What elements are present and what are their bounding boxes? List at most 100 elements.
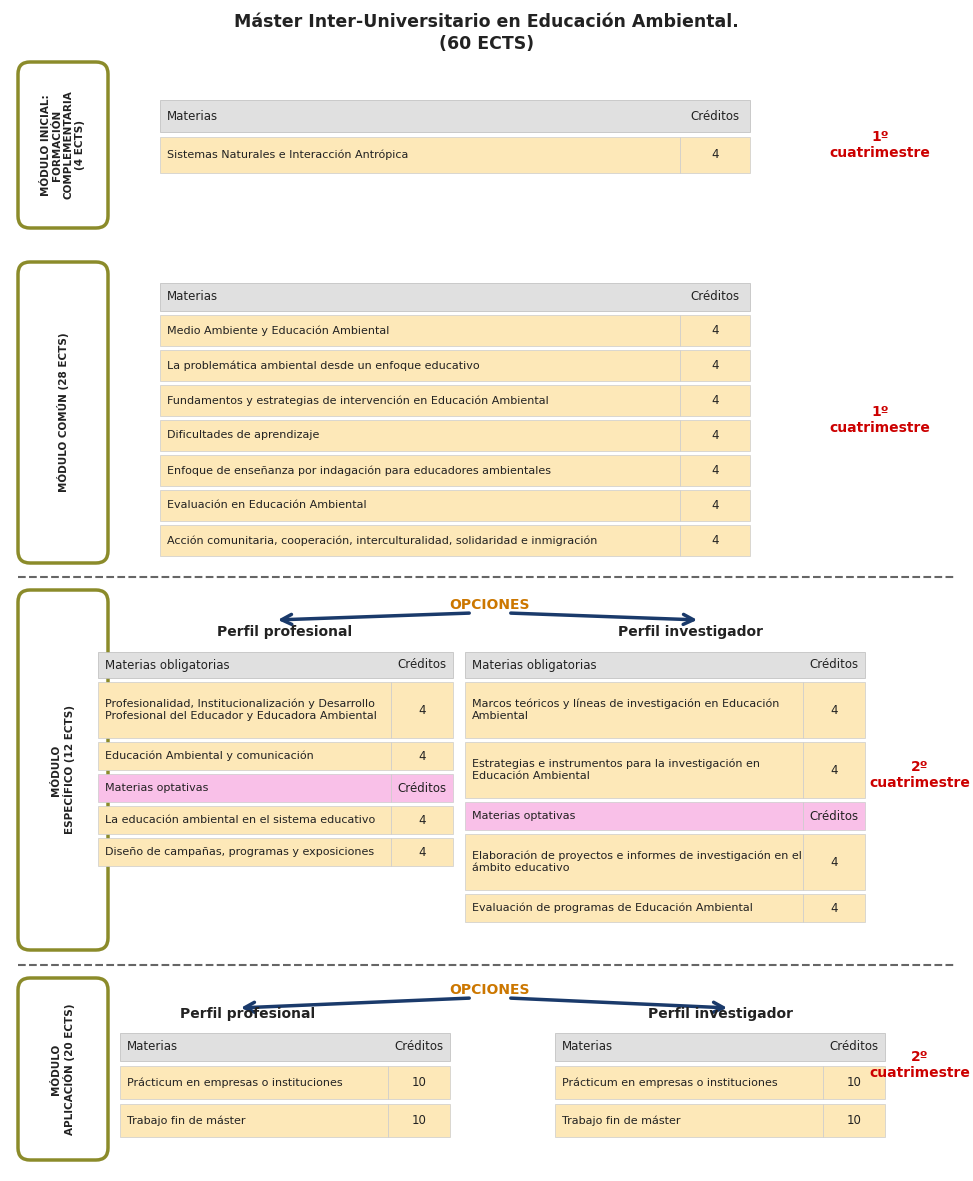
Text: MÓDULO
ESPECÍFICO (12 ECTS): MÓDULO ESPECÍFICO (12 ECTS) [51,705,75,835]
Text: 10: 10 [412,1114,426,1127]
Text: Profesionalidad, Institucionalización y Desarrollo
Profesional del Educador y Ed: Profesionalidad, Institucionalización y … [105,699,377,722]
FancyBboxPatch shape [465,652,865,678]
Text: Créditos: Créditos [397,782,447,795]
Text: 4: 4 [711,500,719,513]
FancyBboxPatch shape [160,385,680,416]
Text: Créditos: Créditos [810,809,858,822]
Text: La problemática ambiental desde un enfoque educativo: La problemática ambiental desde un enfoq… [167,360,480,371]
FancyBboxPatch shape [160,526,680,556]
FancyBboxPatch shape [388,1066,450,1100]
FancyBboxPatch shape [160,283,750,311]
FancyBboxPatch shape [18,262,108,563]
Text: 4: 4 [418,846,426,859]
Text: 10: 10 [847,1114,861,1127]
FancyBboxPatch shape [120,1033,450,1061]
Text: OPCIONES: OPCIONES [450,598,530,612]
Text: 4: 4 [418,814,426,827]
Text: Materias: Materias [167,110,218,123]
FancyBboxPatch shape [555,1066,823,1100]
Text: Materias optativas: Materias optativas [472,811,575,821]
Text: Estrategias e instrumentos para la investigación en
Educación Ambiental: Estrategias e instrumentos para la inves… [472,759,760,781]
FancyBboxPatch shape [98,805,391,834]
FancyBboxPatch shape [680,315,750,346]
FancyBboxPatch shape [465,834,803,890]
Text: Perfil profesional: Perfil profesional [180,1007,315,1022]
FancyBboxPatch shape [555,1033,885,1061]
Text: 2º
cuatrimestre: 2º cuatrimestre [870,759,970,790]
FancyBboxPatch shape [555,1104,823,1137]
Text: 4: 4 [830,763,838,776]
Text: 4: 4 [711,394,719,407]
FancyBboxPatch shape [680,526,750,556]
FancyBboxPatch shape [803,834,865,890]
Text: 4: 4 [830,704,838,717]
Text: 2º
cuatrimestre: 2º cuatrimestre [870,1050,970,1081]
Text: Créditos: Créditos [394,1040,444,1053]
Text: Educación Ambiental y comunicación: Educación Ambiental y comunicación [105,751,313,762]
Text: 10: 10 [847,1076,861,1089]
Text: Materias: Materias [167,291,218,304]
FancyBboxPatch shape [98,742,391,770]
Text: 4: 4 [418,704,426,717]
FancyBboxPatch shape [160,350,680,381]
FancyBboxPatch shape [823,1104,885,1137]
Text: Evaluación de programas de Educación Ambiental: Evaluación de programas de Educación Amb… [472,902,753,913]
FancyBboxPatch shape [18,978,108,1160]
Text: Marcos teóricos y líneas de investigación en Educación
Ambiental: Marcos teóricos y líneas de investigació… [472,699,779,722]
FancyBboxPatch shape [680,420,750,451]
Text: 4: 4 [711,429,719,442]
Text: Prácticum en empresas o instituciones: Prácticum en empresas o instituciones [562,1077,777,1088]
Text: MÓDULO INICIAL:
FORMACIÓN
COMPLEMENTARIA
(4 ECTS): MÓDULO INICIAL: FORMACIÓN COMPLEMENTARIA… [41,91,86,200]
Text: Trabajo fin de máster: Trabajo fin de máster [127,1115,245,1125]
Text: Prácticum en empresas o instituciones: Prácticum en empresas o instituciones [127,1077,342,1088]
Text: 10: 10 [412,1076,426,1089]
Text: 4: 4 [418,750,426,763]
FancyBboxPatch shape [98,652,453,678]
Text: MÓDULO
APLICACIÓN (20 ECTS): MÓDULO APLICACIÓN (20 ECTS) [51,1003,75,1135]
FancyBboxPatch shape [680,350,750,381]
Text: MÓDULO COMÚN (28 ECTS): MÓDULO COMÚN (28 ECTS) [57,333,69,492]
FancyBboxPatch shape [98,839,391,866]
FancyBboxPatch shape [465,742,803,798]
Text: Perfil profesional: Perfil profesional [217,625,352,639]
Text: Medio Ambiente y Educación Ambiental: Medio Ambiente y Educación Ambiental [167,325,389,335]
FancyBboxPatch shape [465,802,803,830]
Text: Dificultades de aprendizaje: Dificultades de aprendizaje [167,431,319,441]
FancyBboxPatch shape [160,315,680,346]
Text: OPCIONES: OPCIONES [450,983,530,997]
FancyBboxPatch shape [391,805,453,834]
FancyBboxPatch shape [465,894,803,922]
FancyBboxPatch shape [98,774,391,802]
FancyBboxPatch shape [160,455,680,487]
FancyBboxPatch shape [18,590,108,950]
Text: Diseño de campañas, programas y exposiciones: Diseño de campañas, programas y exposici… [105,847,375,857]
FancyBboxPatch shape [391,774,453,802]
Text: 4: 4 [711,324,719,337]
FancyBboxPatch shape [160,137,680,172]
Text: Acción comunitaria, cooperación, interculturalidad, solidaridad e inmigración: Acción comunitaria, cooperación, intercu… [167,535,597,546]
Text: Perfil investigador: Perfil investigador [618,625,763,639]
Text: Fundamentos y estrategias de intervención en Educación Ambiental: Fundamentos y estrategias de intervenció… [167,396,549,406]
Text: Materias: Materias [562,1040,613,1053]
Text: Materias: Materias [127,1040,178,1053]
Text: Elaboración de proyectos e informes de investigación en el
ámbito educativo: Elaboración de proyectos e informes de i… [472,852,802,873]
Text: (60 ECTS): (60 ECTS) [439,35,534,53]
Text: 4: 4 [830,855,838,868]
FancyBboxPatch shape [680,137,750,172]
FancyBboxPatch shape [160,420,680,451]
Text: Créditos: Créditos [397,659,447,672]
Text: Perfil investigador: Perfil investigador [647,1007,792,1022]
Text: Materias optativas: Materias optativas [105,783,208,792]
Text: La educación ambiental en el sistema educativo: La educación ambiental en el sistema edu… [105,815,376,826]
Text: Trabajo fin de máster: Trabajo fin de máster [562,1115,680,1125]
Text: Enfoque de enseñanza por indagación para educadores ambientales: Enfoque de enseñanza por indagación para… [167,465,551,476]
FancyBboxPatch shape [120,1104,388,1137]
Text: Créditos: Créditos [810,659,858,672]
Text: Créditos: Créditos [691,291,739,304]
Text: Sistemas Naturales e Interacción Antrópica: Sistemas Naturales e Interacción Antrópi… [167,150,409,161]
FancyBboxPatch shape [388,1104,450,1137]
Text: 4: 4 [711,534,719,547]
Text: Materias obligatorias: Materias obligatorias [105,659,230,672]
Text: 4: 4 [711,149,719,162]
Text: 4: 4 [711,464,719,477]
